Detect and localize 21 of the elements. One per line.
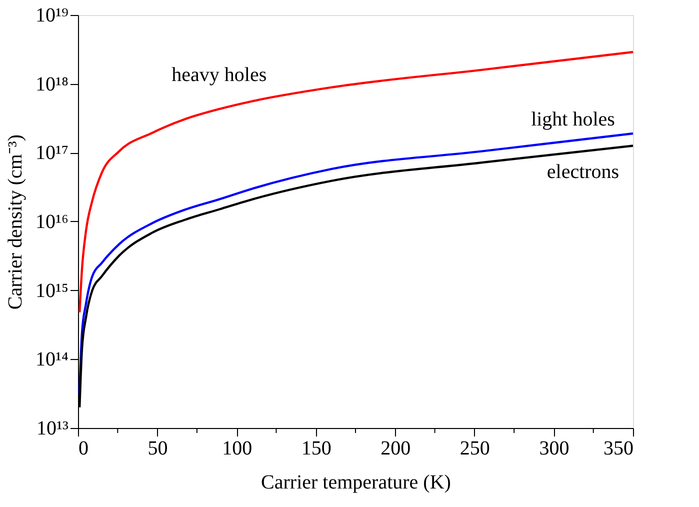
line-series [78,50,634,314]
y-tick-label: 10¹⁶ [36,211,69,233]
x-tick-label: 250 [460,438,490,460]
x-tick-label: 100 [222,438,252,460]
x-tick-label: 200 [380,438,411,460]
y-tick-label: 10¹⁵ [36,280,68,302]
x-tick-label: 300 [539,438,570,460]
y-axis-title: Carrier density (cm⁻³) [4,134,27,310]
y-tick-label: 10¹³ [36,418,68,440]
x-axis-title: Carrier temperature (K) [261,472,451,494]
y-tick-label: 10¹⁹ [36,4,69,26]
x-tick-label: 350 [604,438,634,460]
x-tick-label: 50 [148,438,168,460]
x-tick-label: 0 [78,438,88,460]
y-tick-label: 10¹⁴ [36,348,69,371]
y-tick-label: 10¹⁸ [36,73,69,96]
y-tick-label: 10¹⁷ [36,142,69,164]
x-tick-label: 150 [301,438,332,460]
series-label: light holes [531,108,616,130]
series-label: electrons [546,160,620,183]
series-label: heavy holes [172,64,267,86]
